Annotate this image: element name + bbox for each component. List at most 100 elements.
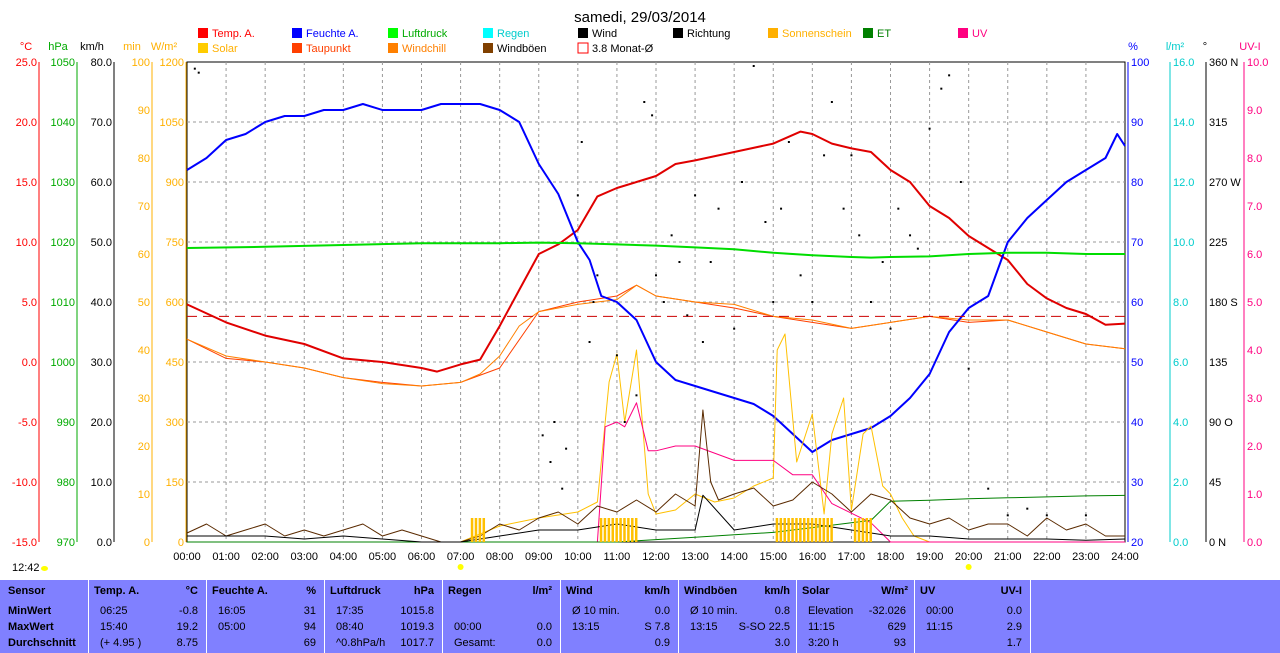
axis-unit-uv: UV-I: [1239, 41, 1260, 53]
table-cell-value: 69: [303, 637, 316, 649]
axis-unit-rain: l/m²: [1166, 41, 1185, 53]
x-tick-label: 00:00: [173, 551, 201, 563]
table-cell-value: 1015.8: [400, 605, 434, 617]
direction-point: [193, 67, 196, 70]
legend-label: ET: [877, 28, 891, 40]
x-tick-label: 02:00: [251, 551, 279, 563]
table-cell-value: 31: [303, 605, 316, 617]
axis-unit-direction: °: [1203, 41, 1207, 53]
direction-point: [580, 141, 583, 143]
legend-label: Richtung: [687, 28, 730, 40]
table-header: Regen: [448, 585, 482, 597]
x-tick-label: 04:00: [330, 551, 358, 563]
axis-tick-temp: -5.0: [18, 417, 37, 429]
direction-point: [987, 487, 990, 490]
direction-point: [1045, 514, 1048, 517]
axis-tick-pressure: 1040: [51, 117, 75, 129]
axis-tick-wind: 10.0: [91, 477, 112, 489]
axis-tick-wind: 60.0: [91, 177, 112, 189]
sunshine-bar: [470, 518, 474, 542]
axis-tick-rain: 6.0: [1173, 357, 1188, 369]
series-windchill: [186, 284, 1126, 387]
sunshine-bar: [869, 518, 872, 542]
legend-label: Luftdruck: [402, 28, 448, 40]
legend-label: Feuchte A.: [306, 28, 359, 40]
axis-tick-uv: 0.0: [1247, 537, 1262, 549]
legend-label: UV: [972, 28, 988, 40]
axis-tick-wind: 30.0: [91, 357, 112, 369]
table-cell-value: 0.0: [536, 637, 552, 649]
direction-point: [799, 274, 802, 277]
axis-tick-sunmin: 70: [138, 201, 150, 213]
axis-tick-rain: 8.0: [1173, 297, 1188, 309]
sunshine-bar: [599, 518, 603, 542]
axis-tick-solar: 900: [166, 177, 184, 189]
table-cell-time: 00:00: [926, 605, 954, 617]
table-cell-time: 17:35: [336, 605, 364, 617]
direction-point: [752, 65, 755, 67]
direction-point: [967, 367, 970, 370]
x-tick-label: 21:00: [994, 551, 1022, 563]
axis-tick-uv: 5.0: [1247, 297, 1262, 309]
table-header: Sensor: [8, 585, 46, 597]
axis-tick-humidity: 100: [1131, 57, 1149, 69]
axis-tick-sunmin: 60: [138, 249, 150, 261]
axis-tick-direction: 225: [1209, 237, 1227, 249]
direction-point: [655, 274, 657, 277]
legend-label: Taupunkt: [306, 43, 351, 55]
legend-label: Temp. A.: [212, 28, 255, 40]
axis-tick-uv: 8.0: [1247, 153, 1262, 165]
direction-point: [686, 314, 689, 317]
axis-unit-pressure: hPa: [48, 41, 68, 53]
direction-point: [694, 194, 697, 197]
table-cell-value: 94: [303, 621, 316, 633]
axis-tick-solar: 300: [166, 417, 184, 429]
legend-swatch: [292, 28, 302, 38]
axis-tick-sunmin: 10: [138, 489, 150, 501]
sunshine-bar: [830, 518, 833, 542]
axis-tick-humidity: 50: [1131, 357, 1143, 369]
legend-label: Solar: [212, 43, 238, 55]
legend-label: Wind: [592, 28, 617, 40]
axis-tick-uv: 10.0: [1247, 57, 1268, 69]
table-separator: [796, 580, 797, 653]
direction-point: [858, 234, 861, 237]
direction-point: [643, 101, 646, 103]
axis-tick-temp: 10.0: [16, 237, 37, 249]
sunshine-bar: [865, 518, 869, 542]
table-row-label: MaxWert: [8, 621, 54, 633]
table-cell-value: 0.8: [774, 605, 790, 617]
axis-tick-humidity: 40: [1131, 417, 1143, 429]
axis-tick-wind: 20.0: [91, 417, 112, 429]
axis-tick-wind: 50.0: [91, 237, 112, 249]
axis-unit-wind: km/h: [80, 41, 104, 53]
table-header: UV: [920, 585, 936, 597]
legend-swatch: [483, 28, 493, 38]
sunshine-bar: [810, 518, 814, 542]
legend-swatch: [673, 28, 683, 38]
sunshine-bar: [822, 518, 826, 542]
table-header: Wind: [566, 585, 593, 597]
table-header: Luftdruck: [330, 585, 381, 597]
direction-point: [787, 141, 790, 143]
axis-tick-uv: 6.0: [1247, 249, 1262, 261]
direction-point: [1084, 514, 1087, 517]
axis-tick-solar: 450: [166, 357, 184, 369]
axis-tick-temp: 15.0: [16, 177, 37, 189]
sunshine-bar: [818, 518, 822, 542]
legend-swatch: [483, 43, 493, 53]
axis-tick-solar: 1050: [160, 117, 184, 129]
sunshine-bar: [783, 518, 786, 542]
direction-point: [740, 181, 743, 183]
axis-tick-pressure: 1030: [51, 177, 75, 189]
series-uv: [187, 402, 1125, 543]
x-tick-label: 09:00: [525, 551, 553, 563]
table-cell-time: 13:15: [690, 621, 718, 633]
legend-swatch: [578, 28, 588, 38]
table-header-unit: km/h: [764, 585, 790, 597]
x-tick-label: 08:00: [486, 551, 514, 563]
table-header-unit: km/h: [644, 585, 670, 597]
axis-tick-temp: -10.0: [12, 477, 37, 489]
x-tick-label: 07:00: [447, 551, 475, 563]
direction-point: [709, 261, 712, 263]
